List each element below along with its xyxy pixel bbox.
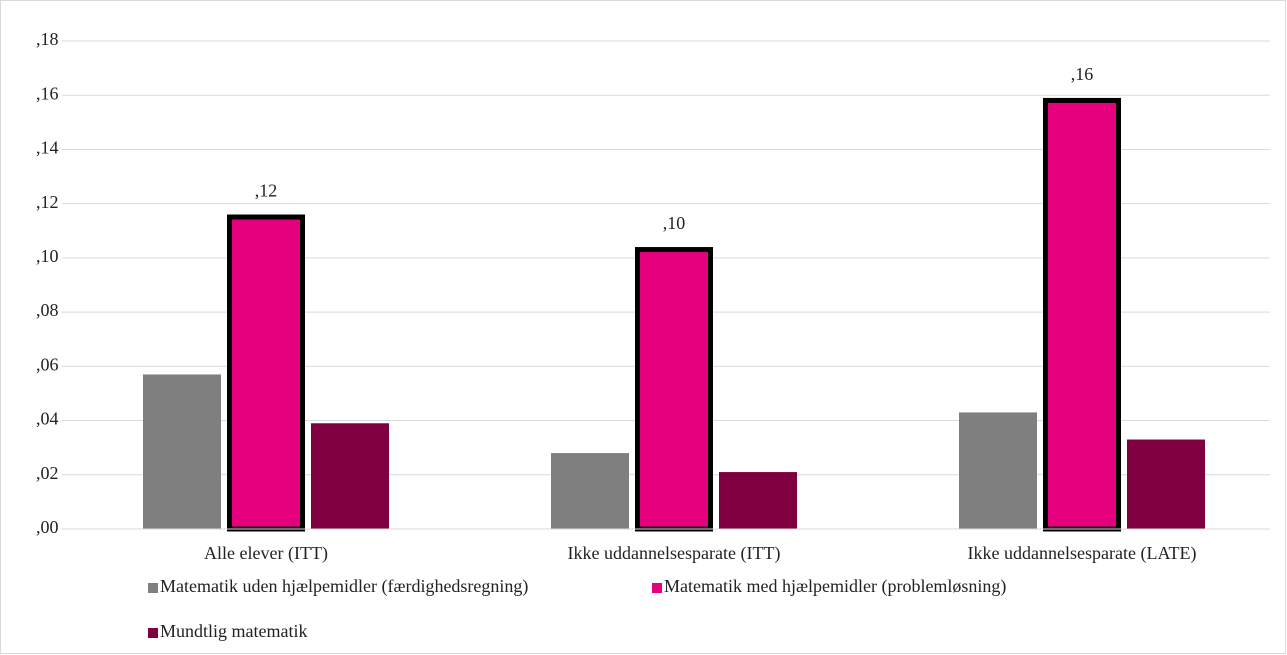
y-tick-label: ,04 (36, 409, 59, 429)
data-label: ,10 (663, 213, 686, 233)
legend-swatch (148, 628, 158, 638)
y-tick-label: ,16 (36, 83, 59, 103)
legend-swatch (148, 583, 158, 593)
y-tick-label: ,00 (36, 517, 59, 537)
x-tick-label: Ikke uddannelsesparate (ITT) (568, 543, 781, 564)
x-tick-label: Ikke uddannelsesparate (LATE) (968, 543, 1197, 564)
bar (1043, 97, 1121, 532)
x-tick-label: Alle elever (ITT) (204, 543, 328, 564)
bar (635, 247, 713, 532)
bar (1127, 439, 1205, 529)
bar (551, 453, 629, 529)
bar (311, 423, 389, 529)
y-tick-label: ,06 (36, 354, 59, 374)
y-tick-label: ,18 (36, 29, 59, 49)
y-tick-label: ,02 (36, 463, 59, 483)
data-label: ,16 (1071, 64, 1094, 84)
legend-label: Matematik uden hjælpemidler (færdighedsr… (160, 576, 528, 597)
bar (143, 374, 221, 529)
bar (719, 472, 797, 529)
legend-label: Matematik med hjælpemidler (problemløsni… (664, 576, 1006, 597)
bar (959, 412, 1037, 529)
y-tick-label: ,10 (36, 246, 59, 266)
bar (227, 214, 305, 532)
legend-label: Mundtlig matematik (160, 621, 307, 641)
legend-swatch (652, 583, 662, 593)
y-tick-label: ,12 (36, 192, 59, 212)
y-tick-label: ,14 (36, 138, 59, 158)
y-tick-label: ,08 (36, 300, 59, 320)
data-label: ,12 (255, 181, 278, 201)
